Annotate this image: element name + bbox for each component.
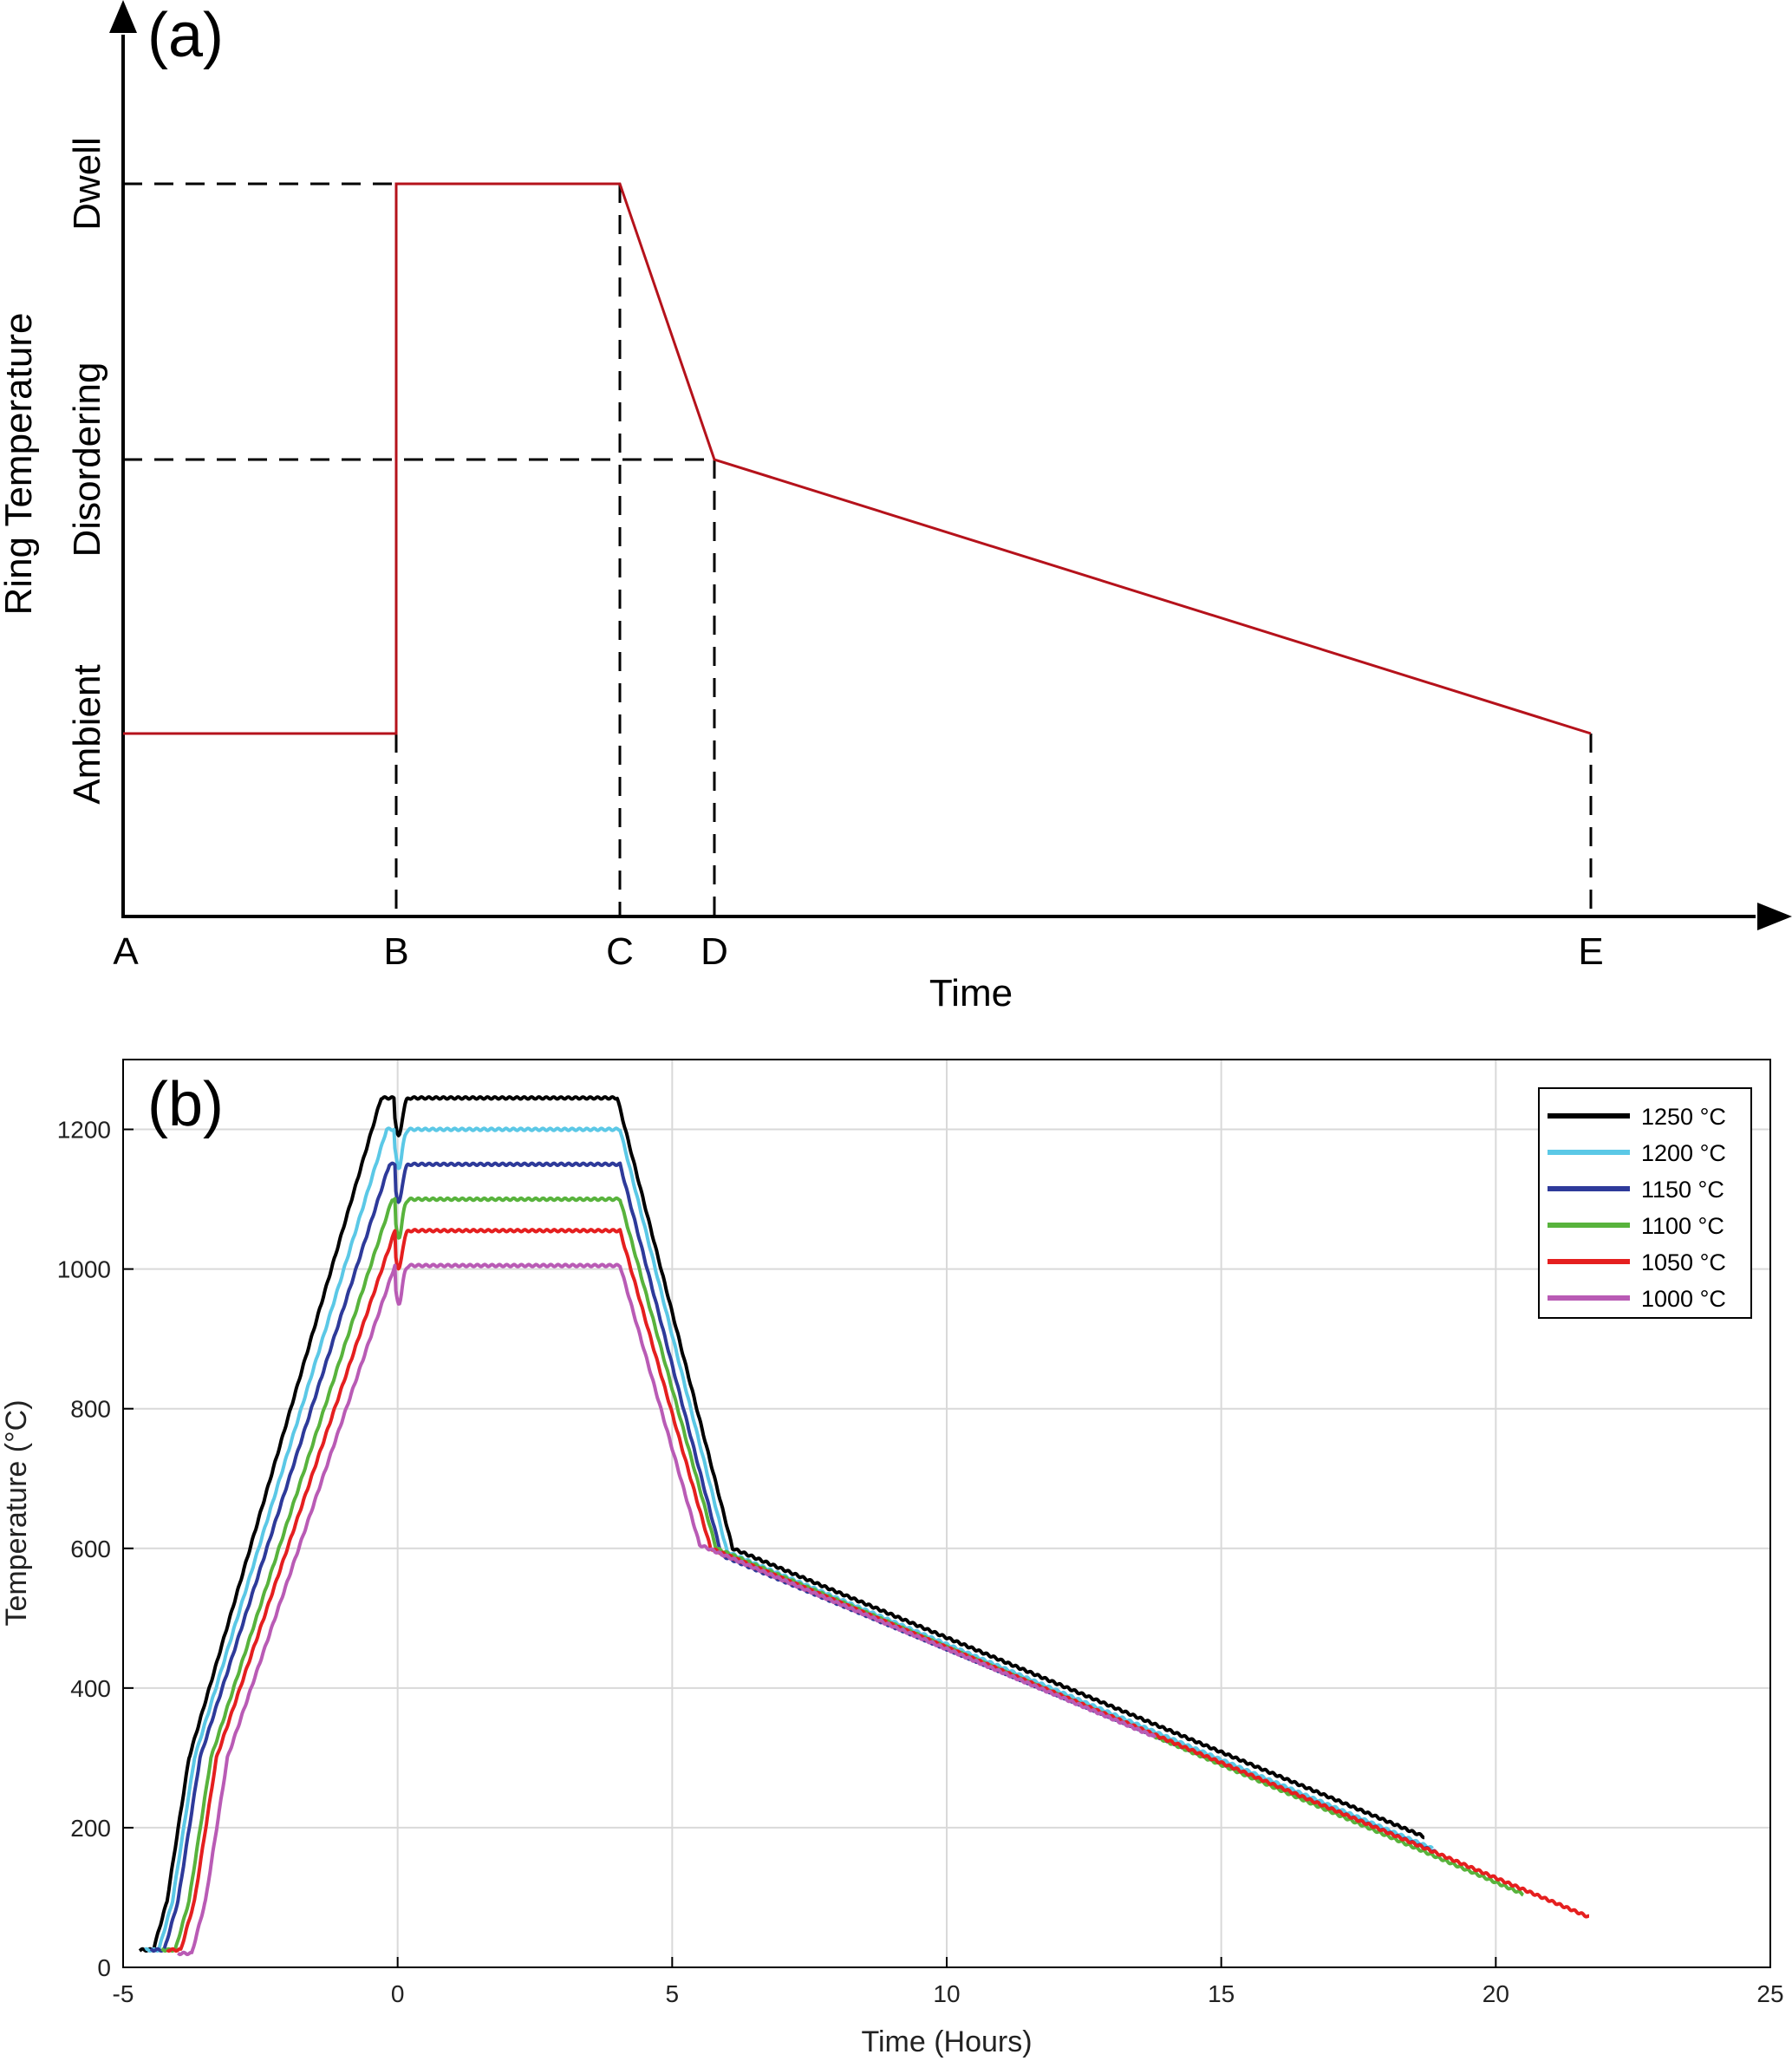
y-tick-label: 200: [70, 1815, 111, 1842]
x-tick-c: C: [606, 930, 634, 973]
legend-label: 1050 °C: [1641, 1249, 1726, 1275]
panel-a-temperature-profile: [123, 182, 1592, 735]
legend-label: 1200 °C: [1641, 1140, 1726, 1166]
x-tick-label: -5: [113, 1980, 134, 2007]
panel-a-x-axis-title: Time: [929, 972, 1013, 1014]
x-tick-d: D: [701, 930, 728, 973]
legend-label: 1000 °C: [1641, 1286, 1726, 1312]
x-tick-label: 5: [666, 1980, 680, 2007]
panel-a-x-arrow: [1757, 903, 1792, 930]
y-level-ambient: Ambient: [66, 664, 108, 804]
y-tick-label: 1200: [57, 1117, 111, 1144]
panel-a-x-tick-labels: A B C D E: [113, 930, 1603, 973]
x-tick-label: 15: [1208, 1980, 1235, 2007]
x-tick-b: B: [383, 930, 408, 973]
panel-a-axes: [109, 0, 1792, 930]
panel-a: (a) A B C D E Time Ambient Disordering: [0, 0, 1792, 1014]
legend-label: 1150 °C: [1641, 1177, 1724, 1203]
series-line-1250: [138, 1095, 1425, 1953]
legend-label: 1250 °C: [1641, 1104, 1726, 1130]
y-tick-label: 600: [70, 1536, 111, 1562]
panel-b-x-axis-title: Time (Hours): [861, 2025, 1032, 2058]
panel-a-y-arrow: [109, 0, 137, 33]
y-level-dwell: Dwell: [66, 137, 108, 231]
x-tick-label: 25: [1756, 1980, 1783, 2007]
y-tick-label: 1000: [57, 1256, 111, 1283]
x-tick-label: 20: [1482, 1980, 1509, 2007]
panel-a-guides: [123, 182, 1593, 915]
panel-b-x-ticks: -5 0 5 10 15 20 25: [113, 1957, 1784, 2007]
panel-a-y-level-labels: Ambient Disordering Dwell: [66, 137, 108, 805]
legend-box: [1538, 1087, 1752, 1319]
x-tick-label: 0: [391, 1980, 405, 2007]
panel-a-label: (a): [147, 1, 224, 70]
panel-b-y-axis-title: Temperature (°C): [0, 1399, 33, 1626]
legend-label: 1100 °C: [1641, 1213, 1724, 1239]
y-level-disordering: Disordering: [66, 362, 108, 558]
panel-b-legend: 1250 °C 1200 °C 1150 °C 1100 °C 1050 °C 1000 …: [1538, 1087, 1752, 1319]
y-tick-label: 400: [70, 1675, 111, 1702]
x-tick-label: 10: [933, 1980, 960, 2007]
panel-b-y-ticks: 0 200 400 600 800 1000 1200: [57, 1117, 134, 1981]
panel-b-label: (b): [147, 1070, 224, 1139]
panel-a-y-axis-title: Ring Temperature: [0, 313, 40, 616]
series-line-1050: [166, 1228, 1590, 1953]
x-tick-e: E: [1578, 930, 1603, 973]
series-line-1000: [177, 1262, 1157, 1957]
x-tick-a: A: [113, 930, 139, 973]
panel-b-series: [138, 1095, 1590, 1957]
y-tick-label: 800: [70, 1396, 111, 1423]
y-tick-label: 0: [97, 1954, 111, 1981]
panel-b-gridlines: [122, 1060, 1771, 1968]
